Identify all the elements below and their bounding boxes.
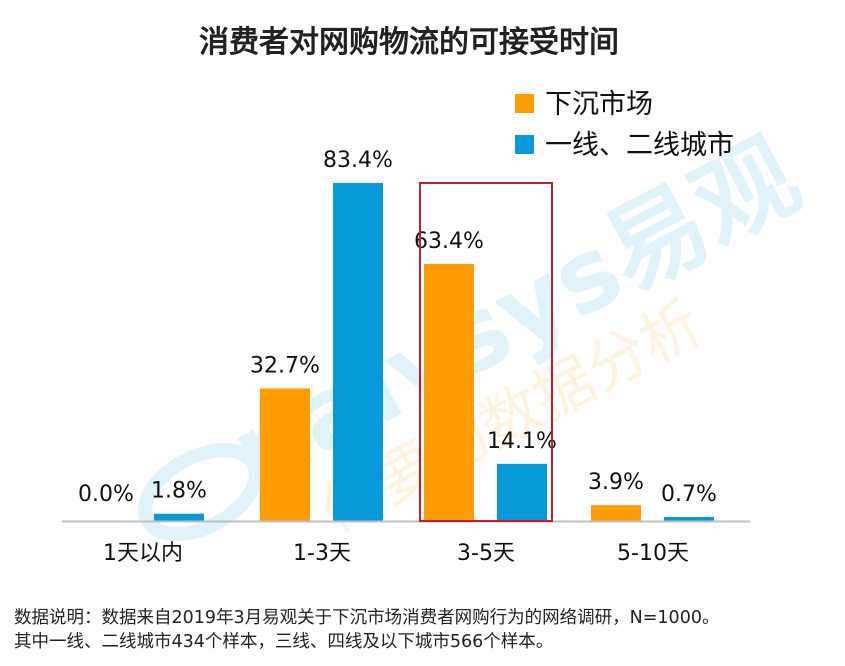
x-tick-label-3: 5-10天 [617,541,689,566]
value-label-lower-tier-2: 63.4% [414,229,484,254]
value-label-lower-tier-0: 0.0% [78,482,134,507]
x-tick-label-0: 1天以内 [103,541,183,566]
legend-label-1: 一线、二线城市 [545,130,734,161]
value-label-tier12-0: 1.8% [151,479,207,504]
value-label-lower-tier-1: 32.7% [250,353,320,378]
bar-tier12-1 [333,183,383,521]
legend-label-0: 下沉市场 [545,89,653,120]
legend-swatch-1 [515,135,534,154]
bars [154,183,714,521]
value-labels: 0.0% 32.7% 63.4% 3.9% 1.8% 83.4% 14.1% 0.7% [78,148,717,507]
value-label-lower-tier-3: 3.9% [588,470,644,495]
highlight-box [419,182,553,522]
bar-lower-tier-1 [260,388,310,521]
bar-tier12-3 [664,517,714,521]
bar-tier12-2 [497,463,547,521]
value-label-tier12-1: 83.4% [323,148,393,173]
x-tick-label-2: 3-5天 [457,541,515,566]
chart-title: 消费者对网购物流的可接受时间 [199,25,619,60]
bar-lower-tier-3 [591,505,641,521]
watermark-logo-icon [137,443,263,541]
x-tick-label-1: 1-3天 [293,541,351,566]
x-axis-ticks: 1天以内 1-3天 3-5天 5-10天 [103,541,689,566]
footnote: 数据说明：数据来自2019年3月易观关于下沉市场消费者网购行为的网络调研，N=1… [14,606,840,654]
value-label-tier12-3: 0.7% [661,482,717,507]
bar-lower-tier-2 [424,264,474,521]
footnote-line-2: 其中一线、二线城市434个样本，三线、四线及以下城市566个样本。 [14,632,554,652]
footnote-line-1: 数据说明：数据来自2019年3月易观关于下沉市场消费者网购行为的网络调研，N=1… [14,608,720,628]
chart: nalysys易观 你要的数据分析 消费者对网购物流的可接受时间 下沉市场一线、… [62,25,817,566]
value-label-tier12-2: 14.1% [487,429,557,454]
bar-tier12-0 [154,513,204,521]
legend-swatch-0 [515,94,534,113]
watermark: nalysys易观 你要的数据分析 [137,116,817,547]
